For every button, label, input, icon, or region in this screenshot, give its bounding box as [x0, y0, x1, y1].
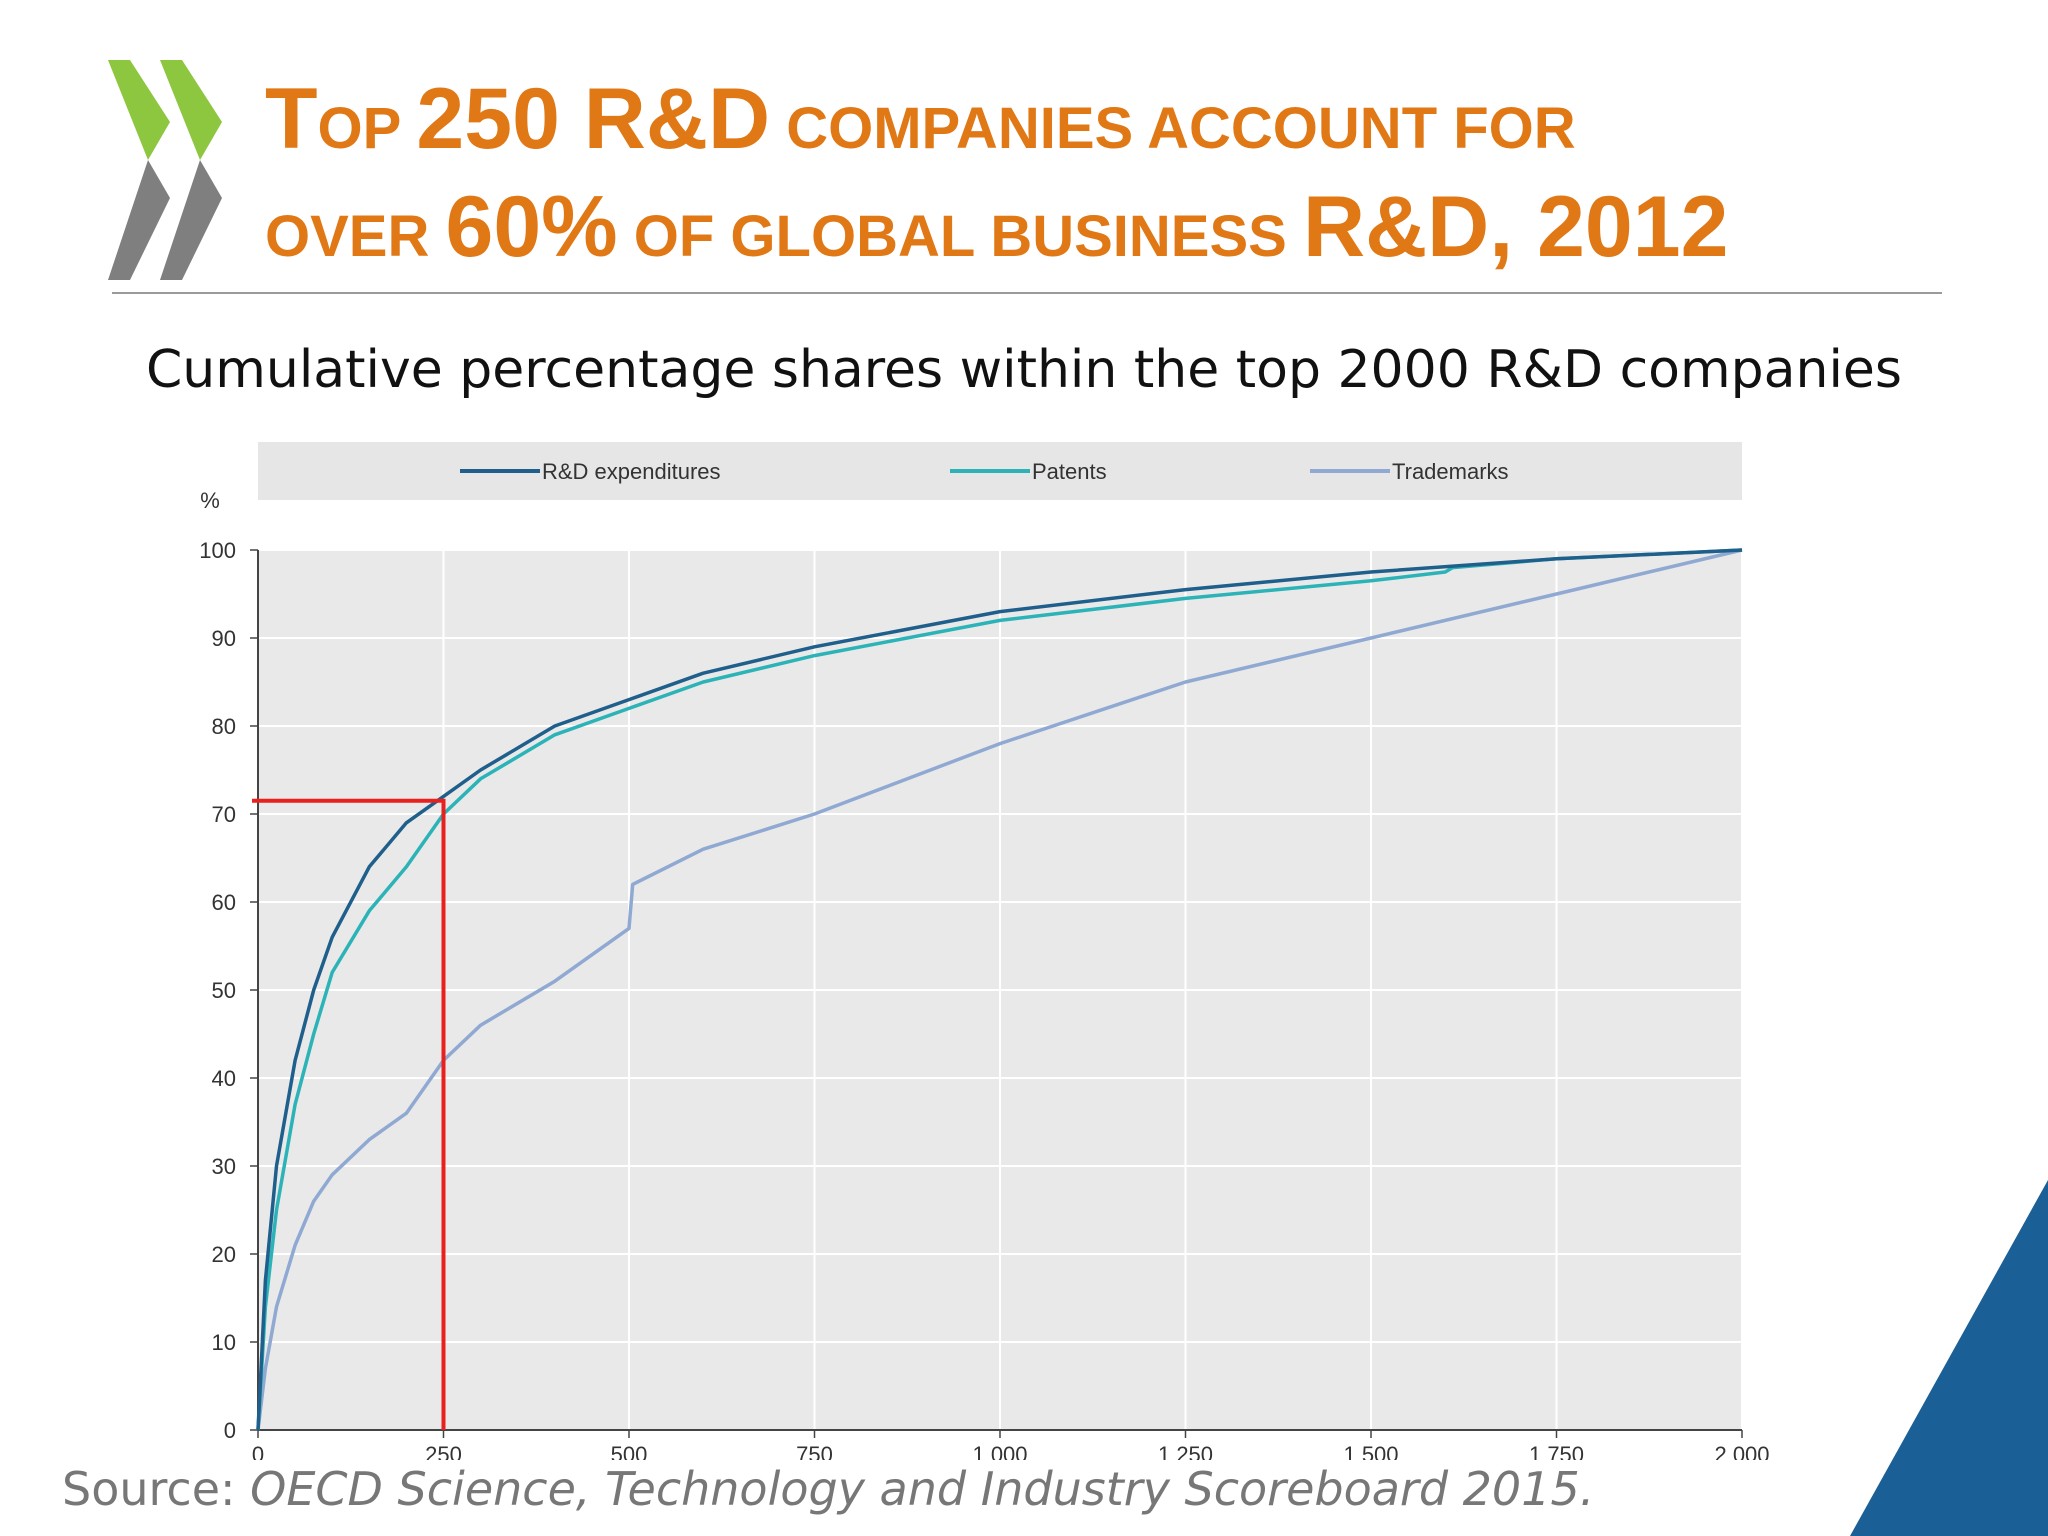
- x-tick-label: 2 000: [1714, 1442, 1769, 1460]
- title-segment: OP: [317, 96, 417, 161]
- title-segment: T: [265, 71, 318, 167]
- x-tick-label: 1 250: [1158, 1442, 1213, 1460]
- y-tick-label: 20: [212, 1242, 236, 1267]
- title-divider: [112, 292, 1942, 294]
- slide-subtitle: Cumulative percentage shares within the …: [145, 340, 1903, 400]
- legend-label: R&D expenditures: [542, 459, 721, 484]
- logo-chevron-green-right: [160, 60, 222, 160]
- x-tick-label: 500: [611, 1442, 648, 1460]
- x-tick-label: 0: [252, 1442, 264, 1460]
- oecd-chevron-logo: [108, 60, 222, 280]
- legend-label: Trademarks: [1392, 459, 1509, 484]
- title-line-2: OVER 60% OF GLOBAL BUSINESS R&D, 2012: [265, 178, 2025, 286]
- corner-blue-triangle: [1850, 1180, 2048, 1536]
- logo-chevron-green-left: [108, 60, 170, 160]
- y-tick-label: 60: [212, 890, 236, 915]
- chart-legend: R&D expenditures Patents Trademarks: [460, 459, 1509, 484]
- x-tick-label: 1 750: [1529, 1442, 1584, 1460]
- slide-title: TOP 250 R&D COMPANIES ACCOUNT FOR OVER 6…: [265, 70, 2025, 286]
- logo-chevron-gray-right: [160, 160, 222, 280]
- series-lines: [256, 548, 1743, 1431]
- title-segment: R&D, 2012: [1302, 179, 1729, 275]
- series-line-patents: [256, 548, 1743, 1431]
- y-tick-label: 50: [212, 978, 236, 1003]
- x-tick-label: 1 500: [1343, 1442, 1398, 1460]
- source-note: Source: OECD Science, Technology and Ind…: [62, 1462, 1594, 1516]
- y-tick-label: 0: [224, 1418, 236, 1443]
- logo-chevron-gray-left: [108, 160, 170, 280]
- y-tick-label: 90: [212, 626, 236, 651]
- highlight-guide-line: [252, 798, 446, 1430]
- series-line-r-d-expenditures: [256, 548, 1743, 1431]
- legend-label: Patents: [1032, 459, 1107, 484]
- x-tick-label: 1 000: [972, 1442, 1027, 1460]
- axis-labels: 0 250 500 750 1 000 1 250 1 500 1 750 2 000 0 10 20…: [199, 488, 1769, 1460]
- cumulative-share-chart: R&D expenditures Patents Trademarks 0 250 50…: [199, 442, 1770, 1460]
- title-segment: OF GLOBAL BUSINESS: [617, 204, 1303, 269]
- title-segment: COMPANIES ACCOUNT FOR: [770, 96, 1576, 161]
- y-tick-label: 100: [199, 538, 236, 563]
- y-tick-label: 40: [212, 1066, 236, 1091]
- y-tick-label: 10: [212, 1330, 236, 1355]
- source-prefix: Source:: [62, 1462, 251, 1516]
- x-tick-label: 250: [425, 1442, 462, 1460]
- title-segment: 60%: [445, 179, 618, 275]
- title-line-1: TOP 250 R&D COMPANIES ACCOUNT FOR: [265, 70, 2025, 178]
- highlight-annotation: [252, 798, 446, 1430]
- y-axis-label: %: [200, 488, 220, 513]
- y-tick-label: 70: [212, 802, 236, 827]
- x-tick-label: 750: [796, 1442, 833, 1460]
- grid-lines: [258, 549, 1743, 1430]
- source-text: OECD Science, Technology and Industry Sc…: [250, 1462, 1595, 1516]
- y-tick-label: 80: [212, 714, 236, 739]
- title-segment: 250 R&D: [416, 71, 771, 167]
- chart-axes: [250, 549, 1743, 1438]
- series-line-trademarks: [256, 548, 1743, 1431]
- corner-decoration: [1850, 1180, 2048, 1536]
- y-tick-label: 30: [212, 1154, 236, 1179]
- title-segment: OVER: [265, 204, 446, 269]
